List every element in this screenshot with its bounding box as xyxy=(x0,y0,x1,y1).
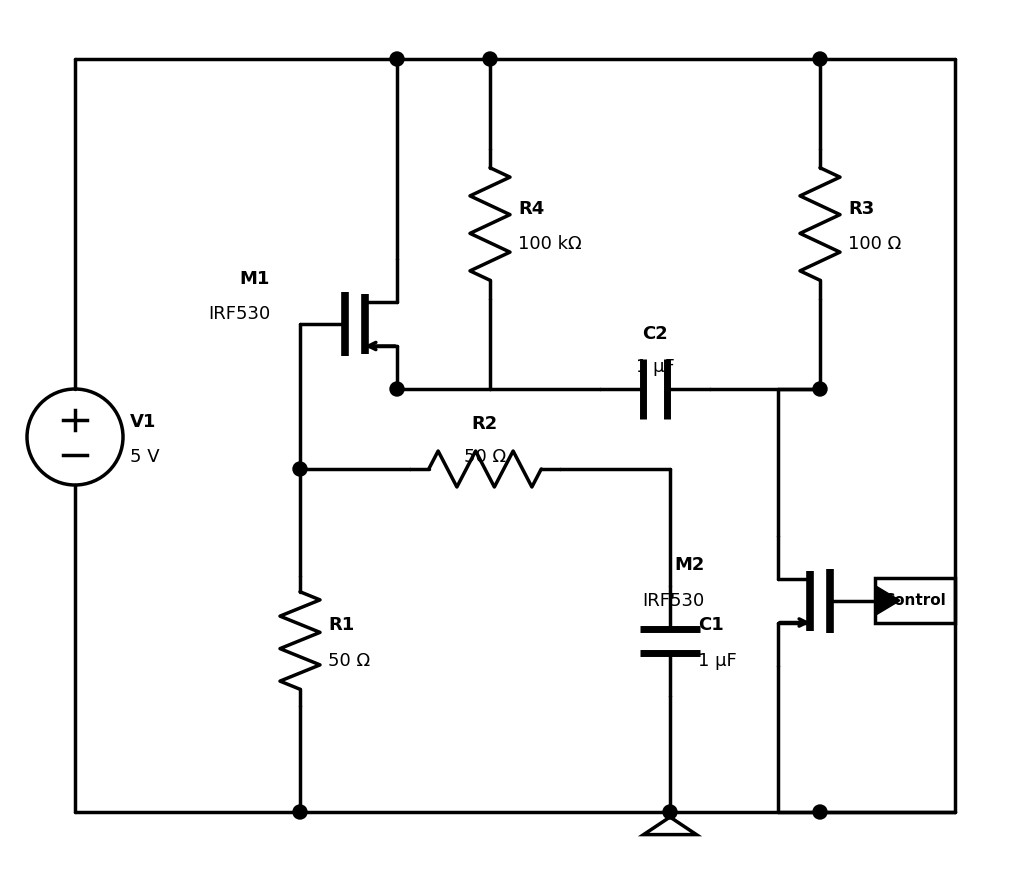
Text: M1: M1 xyxy=(240,270,270,288)
Text: R1: R1 xyxy=(328,616,354,635)
Text: 1 μF: 1 μF xyxy=(636,358,675,376)
Text: 1 μF: 1 μF xyxy=(698,651,736,669)
Circle shape xyxy=(813,382,827,396)
Circle shape xyxy=(813,52,827,66)
Text: R2: R2 xyxy=(472,415,498,433)
Text: IRF530: IRF530 xyxy=(643,592,705,609)
Circle shape xyxy=(390,382,404,396)
Text: R4: R4 xyxy=(518,200,544,218)
FancyBboxPatch shape xyxy=(874,578,955,623)
Circle shape xyxy=(483,52,497,66)
Text: C2: C2 xyxy=(642,325,668,343)
Text: V1: V1 xyxy=(130,413,157,431)
Text: 100 kΩ: 100 kΩ xyxy=(518,235,582,253)
Text: Control: Control xyxy=(884,593,946,608)
Circle shape xyxy=(390,52,404,66)
Text: 5 V: 5 V xyxy=(130,448,160,466)
Polygon shape xyxy=(874,586,900,615)
Circle shape xyxy=(813,805,827,819)
Circle shape xyxy=(293,462,307,476)
Circle shape xyxy=(663,805,677,819)
Text: 100 Ω: 100 Ω xyxy=(848,235,901,253)
Circle shape xyxy=(293,805,307,819)
Text: M2: M2 xyxy=(675,557,705,574)
Text: 50 Ω: 50 Ω xyxy=(328,651,370,669)
Text: IRF530: IRF530 xyxy=(208,305,270,323)
Text: C1: C1 xyxy=(698,616,724,635)
Text: R3: R3 xyxy=(848,200,874,218)
Text: 50 Ω: 50 Ω xyxy=(464,448,506,466)
